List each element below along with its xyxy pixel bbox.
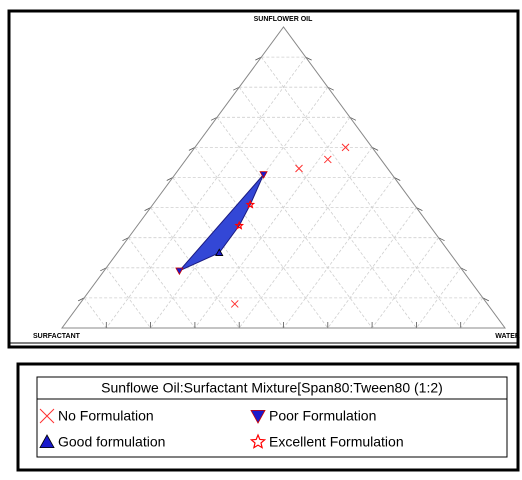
tick-mark [122,237,129,242]
tick-mark [460,267,467,272]
grid-line [371,237,439,329]
tick-mark [233,86,240,91]
tick-mark [327,86,334,91]
grid-line [460,297,484,329]
marker [323,155,332,164]
marker [234,220,245,230]
grid-line [261,56,462,329]
legend-label: No Formulation [58,408,154,424]
tick-mark [438,237,445,242]
marker [250,410,266,424]
grid-line [172,177,284,329]
legend-box [36,376,508,458]
tick-mark [144,207,151,211]
grid-line [283,177,395,329]
marker [341,143,350,152]
marker [245,199,256,209]
plot-area [61,26,506,329]
tick-mark [349,116,357,121]
grid-line [194,117,351,329]
tick-mark [210,116,218,121]
grid-line [105,56,306,329]
vertex-label-left: SURFACTANT [33,333,81,340]
marker [39,408,55,424]
marker [249,433,267,449]
formulation-region [179,174,265,272]
vertex-label-top: SUNFLOWER OIL [254,16,313,23]
tick-mark [482,297,490,302]
tick-mark [166,177,173,181]
tick-mark [394,177,401,181]
tick-mark [371,147,379,151]
legend: No Formulation Poor Formulation Good formu… [39,408,404,450]
grid-line [83,297,107,329]
marker [230,300,239,308]
tick-mark [416,207,423,211]
triangle-outline [61,26,506,329]
tick-mark [305,56,312,61]
vertex-label-right: WATER [495,333,520,340]
marker [175,267,184,276]
grid-line [128,237,196,329]
grid-line [216,117,373,329]
marker [215,248,224,256]
grid-line [416,267,462,329]
tick-mark [100,267,107,272]
tick-mark [77,297,85,302]
tick-mark [188,147,196,151]
legend-label: Excellent Formulation [269,434,404,450]
marker [259,171,268,179]
legend-label: Poor Formulation [269,408,376,424]
grid-line [105,267,151,329]
legend-title: Sunflowe Oil:Surfactant Mixture[Span80:T… [101,380,443,396]
grid-line [194,147,329,329]
tick-mark [255,56,262,61]
marker [295,164,303,173]
marker [39,434,55,448]
legend-label: Good formulation [58,434,165,450]
